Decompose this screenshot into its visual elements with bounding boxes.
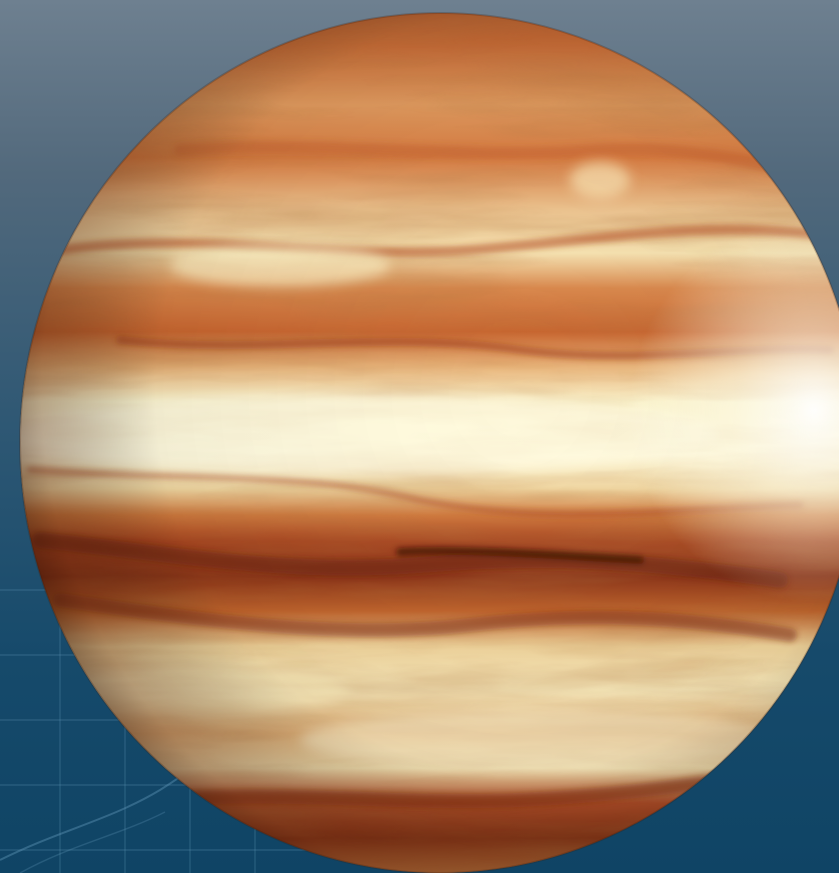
planet-globe — [19, 12, 839, 873]
illustration-scene — [0, 0, 839, 873]
